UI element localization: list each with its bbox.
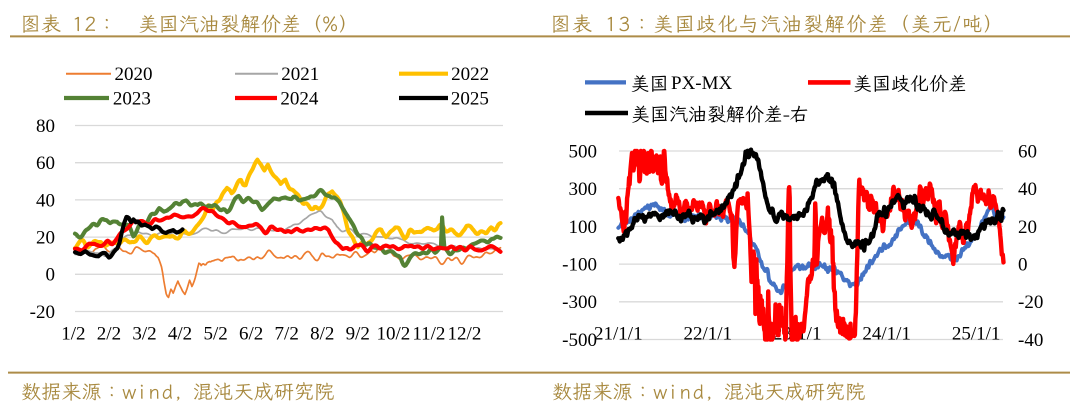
svg-text:10/2: 10/2 [376,324,410,345]
svg-text:2021: 2021 [281,64,319,85]
svg-text:40: 40 [1018,179,1037,200]
svg-text:-40: -40 [1018,330,1043,351]
svg-text:80: 80 [36,116,55,137]
svg-text:300: 300 [569,179,598,200]
svg-text:-500: -500 [562,330,597,351]
svg-text:0: 0 [46,265,56,286]
svg-text:2025: 2025 [451,88,489,109]
svg-text:2022: 2022 [451,64,489,85]
svg-text:PX-MX: PX-MX [671,73,733,94]
svg-text:2024: 2024 [280,88,319,109]
svg-text:20: 20 [1018,217,1037,238]
svg-text:8/2: 8/2 [310,324,334,345]
svg-text:0: 0 [1018,255,1028,276]
svg-text:4/2: 4/2 [168,324,192,345]
svg-text:-20: -20 [30,302,55,323]
svg-text:2023: 2023 [113,88,151,109]
svg-text:2/2: 2/2 [97,324,121,345]
svg-text:60: 60 [36,153,55,174]
svg-text:22/1/1: 22/1/1 [683,324,732,345]
svg-text:11/2: 11/2 [412,324,445,345]
svg-text:6/2: 6/2 [239,324,263,345]
svg-text:60: 60 [1018,141,1037,162]
svg-text:7/2: 7/2 [275,324,299,345]
svg-text:2020: 2020 [115,64,153,85]
svg-text:5/2: 5/2 [203,324,227,345]
svg-text:1/2: 1/2 [61,324,85,345]
svg-text:-100: -100 [562,255,597,276]
svg-text:9/2: 9/2 [346,324,370,345]
svg-text:20: 20 [36,228,55,249]
svg-text:500: 500 [569,141,598,162]
svg-text:24/1/1: 24/1/1 [862,324,911,345]
svg-text:40: 40 [36,190,55,211]
svg-text:25/1/1: 25/1/1 [952,324,1001,345]
svg-text:-20: -20 [1018,292,1043,313]
svg-text:12/2: 12/2 [448,324,482,345]
svg-text:100: 100 [569,217,598,238]
svg-text:-300: -300 [562,292,597,313]
svg-text:3/2: 3/2 [132,324,156,345]
svg-text:21/1/1: 21/1/1 [594,324,643,345]
